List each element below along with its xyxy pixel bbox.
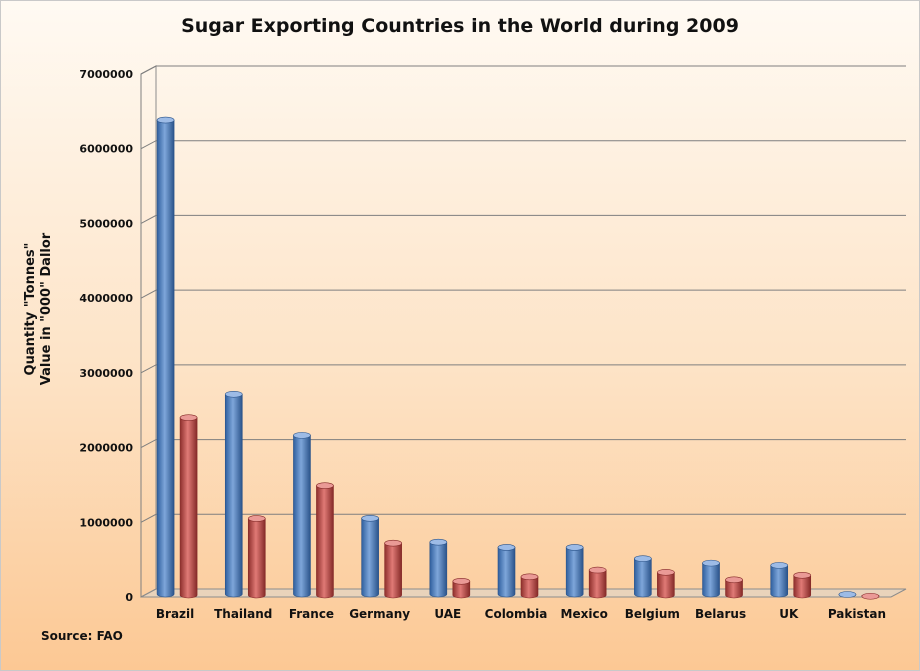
x-tick-label: Germany — [349, 607, 410, 621]
bar-top-belgium-series2 — [657, 569, 675, 576]
bar-uae-series2 — [452, 581, 471, 599]
x-tick-label: Colombia — [485, 607, 548, 621]
y-tick-label: 1000000 — [79, 516, 133, 529]
bar-brazil-series2 — [179, 417, 198, 599]
bar-colombia-series1 — [497, 547, 516, 598]
bar-top-uk-series2 — [793, 572, 812, 579]
bar-top-belgium-series1 — [634, 555, 652, 562]
bar-belgium-series1 — [634, 558, 652, 598]
bar-top-pakistan-series2 — [861, 592, 880, 600]
bar-top-uae-series2 — [452, 578, 471, 585]
bar-france-series1 — [293, 435, 311, 598]
bar-france-series2 — [316, 485, 334, 599]
bar-colombia-series2 — [520, 576, 539, 599]
bar-belarus-series1 — [702, 562, 720, 598]
bar-top-thailand-series2 — [247, 515, 266, 522]
x-tick-label: UK — [779, 607, 799, 621]
bar-top-colombia-series2 — [520, 573, 539, 581]
plot-side-wall — [140, 65, 157, 598]
gridline — [140, 65, 906, 75]
bar-germany-series1 — [361, 517, 379, 598]
bar-belgium-series2 — [657, 572, 675, 599]
bar-top-mexico-series1 — [565, 544, 584, 551]
y-tick-label: 5000000 — [79, 217, 133, 230]
bar-top-colombia-series1 — [497, 544, 516, 551]
bar-top-france-series1 — [293, 432, 311, 439]
x-tick-label: France — [289, 607, 334, 621]
bar-uk-series1 — [770, 565, 789, 598]
bar-germany-series2 — [384, 542, 402, 599]
gridline — [140, 140, 906, 150]
bar-top-mexico-series2 — [588, 566, 607, 574]
bar-top-belarus-series1 — [702, 559, 720, 567]
gridline — [140, 364, 906, 374]
bar-mexico-series1 — [565, 547, 584, 598]
bar-uk-series2 — [793, 575, 812, 599]
chart-title: Sugar Exporting Countries in the World d… — [181, 15, 739, 37]
source-note: Source: FAO — [41, 629, 123, 643]
bar-top-belarus-series2 — [725, 576, 743, 584]
gridline — [140, 439, 906, 449]
x-tick-label: Pakistan — [828, 607, 886, 621]
bar-mexico-series2 — [588, 569, 607, 599]
x-tick-label: UAE — [434, 607, 461, 621]
bar-belarus-series2 — [725, 579, 743, 599]
bar-top-pakistan-series1 — [838, 591, 857, 598]
y-tick-label: 6000000 — [79, 143, 133, 156]
gridline — [140, 289, 906, 299]
y-tick-label: 0 — [125, 591, 133, 604]
bar-top-uk-series1 — [770, 562, 789, 569]
y-tick-label: 7000000 — [79, 68, 133, 81]
y-tick-label: 3000000 — [79, 367, 133, 380]
x-tick-label: Mexico — [561, 607, 608, 621]
x-tick-label: Belgium — [625, 607, 680, 621]
x-tick-label: Thailand — [214, 607, 272, 621]
bar-top-uae-series1 — [429, 538, 448, 546]
gridline — [140, 214, 906, 224]
bar-top-brazil-series1 — [156, 116, 175, 124]
bar-uae-series1 — [429, 541, 448, 598]
bar-thailand-series1 — [224, 393, 243, 598]
bar-thailand-series2 — [247, 518, 266, 599]
gridline — [140, 513, 906, 523]
bar-top-brazil-series2 — [179, 414, 198, 421]
x-tick-label: Brazil — [156, 607, 194, 621]
x-tick-label: Belarus — [695, 607, 746, 621]
y-tick-label: 2000000 — [79, 442, 133, 455]
bar-top-thailand-series1 — [224, 390, 243, 398]
bar-top-germany-series2 — [384, 539, 402, 547]
bar-brazil-series1 — [156, 119, 175, 598]
y-tick-label: 4000000 — [79, 292, 133, 305]
bar-top-germany-series1 — [361, 514, 379, 522]
bar-top-france-series2 — [316, 482, 334, 489]
